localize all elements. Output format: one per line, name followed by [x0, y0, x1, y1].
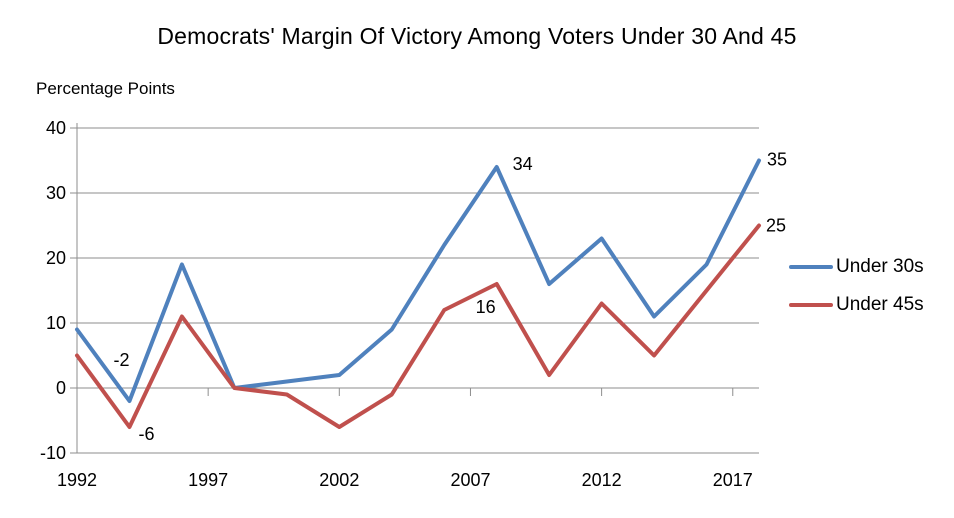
ytick-label-30: 30	[46, 183, 66, 203]
xtick-label-2002: 2002	[319, 470, 359, 490]
xtick-label-2007: 2007	[450, 470, 490, 490]
data-label-under-45s-1994: -6	[138, 424, 154, 444]
data-label-under-45s-2008: 16	[476, 297, 496, 317]
legend-swatch-under-45s	[789, 303, 833, 307]
data-label-under-30s-1994: -2	[113, 350, 129, 370]
legend-swatch-under-30s	[789, 265, 833, 269]
xtick-label-1992: 1992	[57, 470, 97, 490]
series-line-under-45s	[75, 223, 761, 429]
ytick-label-10: 10	[46, 313, 66, 333]
ytick-label-40: 40	[46, 118, 66, 138]
legend-label-under-30s: Under 30s	[836, 256, 924, 277]
series-line-under-30s	[75, 158, 761, 403]
data-label-under-30s-2008: 34	[513, 154, 533, 174]
xtick-label-1997: 1997	[188, 470, 228, 490]
ytick-label--10: -10	[40, 443, 66, 463]
y-axis-unit-label: Percentage Points	[36, 79, 175, 98]
chart-title: Democrats' Margin Of Victory Among Voter…	[157, 23, 797, 49]
ytick-label-20: 20	[46, 248, 66, 268]
ytick-label-0: 0	[56, 378, 66, 398]
data-label-under-30s-2018: 35	[767, 150, 787, 170]
data-label-under-45s-2018: 25	[766, 216, 786, 236]
legend-item-under-45s: Under 45s	[789, 294, 924, 316]
legend-label-under-45s: Under 45s	[836, 294, 924, 315]
legend: Under 30s Under 45s	[789, 256, 924, 332]
xtick-label-2017: 2017	[713, 470, 753, 490]
xtick-label-2012: 2012	[582, 470, 622, 490]
legend-item-under-30s: Under 30s	[789, 256, 924, 278]
